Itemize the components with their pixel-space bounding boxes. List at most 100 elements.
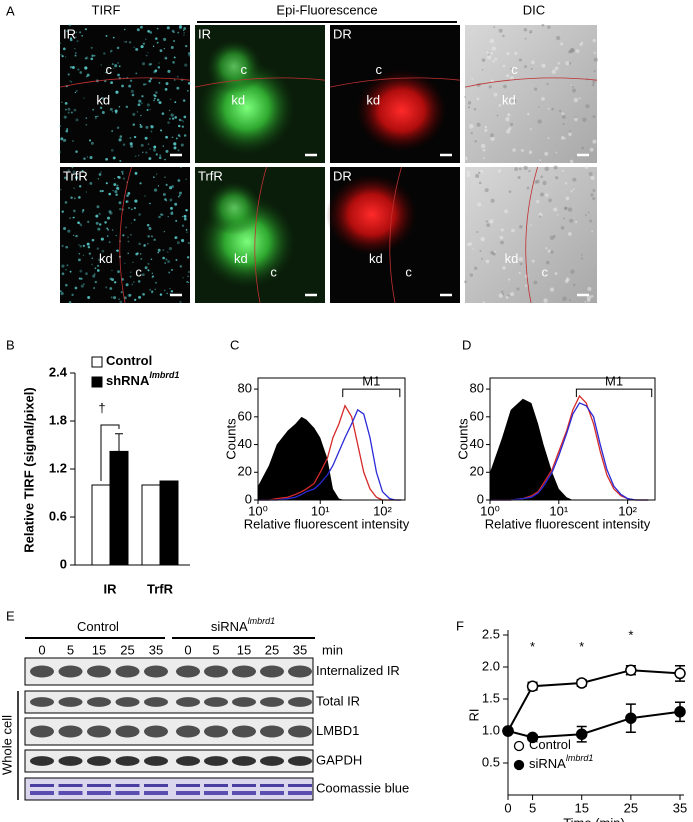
bar — [141, 484, 161, 566]
x-axis-label: Relative fluorescent intensity — [485, 516, 651, 531]
label-main: siRNA — [529, 756, 566, 771]
speckle — [117, 62, 119, 64]
speckle — [63, 176, 67, 180]
speckle — [128, 207, 130, 209]
lane-label: 5 — [212, 642, 219, 657]
speckle — [85, 123, 88, 126]
speckle — [88, 252, 92, 255]
speckle — [138, 295, 142, 299]
speckle — [186, 89, 189, 92]
speckle — [90, 57, 94, 61]
speckle — [112, 229, 114, 231]
cell-label: c — [405, 265, 412, 280]
label-sup: lmbrd1 — [149, 370, 179, 380]
speckle — [177, 134, 181, 137]
speckle — [151, 290, 154, 293]
texture — [554, 271, 558, 275]
x-tick-label: 10¹ — [311, 503, 330, 518]
speckle — [165, 57, 168, 60]
speckle — [95, 214, 99, 218]
legend-swatch — [91, 356, 103, 368]
blot-label: Total IR — [316, 693, 360, 708]
speckle — [75, 150, 78, 153]
speckle — [89, 139, 92, 142]
speckle — [118, 138, 122, 142]
blot-label: GAPDH — [316, 752, 362, 767]
panel-label: A — [6, 3, 15, 18]
annotation: * — [530, 639, 535, 654]
speckle — [102, 97, 105, 100]
texture — [524, 65, 528, 69]
texture — [510, 67, 512, 70]
speckle — [182, 120, 184, 123]
speckle — [159, 154, 162, 157]
speckle — [187, 270, 191, 274]
y-tick-label: 1.5 — [482, 690, 500, 705]
speckle — [163, 37, 167, 41]
speckle — [185, 208, 188, 212]
speckle — [167, 69, 171, 74]
speckle — [112, 189, 114, 192]
speckle — [95, 221, 99, 225]
speckle — [175, 137, 178, 140]
speckle — [115, 193, 118, 196]
texture — [474, 266, 478, 270]
cell-outline — [119, 166, 132, 304]
texture — [511, 228, 515, 233]
speckle — [68, 24, 72, 27]
speckle — [114, 109, 118, 113]
cell-outline — [464, 77, 598, 88]
speckle — [174, 101, 176, 103]
texture — [478, 181, 482, 185]
texture — [561, 169, 564, 172]
texture — [574, 220, 578, 224]
speckle — [179, 25, 183, 29]
speckle — [116, 249, 119, 252]
speckle — [145, 54, 148, 57]
speckle — [165, 149, 169, 153]
micrograph — [463, 23, 598, 164]
speckle — [152, 275, 154, 278]
speckle — [109, 287, 113, 290]
speckle — [124, 262, 126, 264]
speckle — [170, 211, 174, 215]
speckle — [130, 89, 134, 93]
speckle — [178, 194, 181, 197]
speckle — [144, 266, 148, 270]
texture — [505, 74, 510, 78]
speckle — [69, 80, 71, 82]
texture — [588, 172, 593, 176]
texture — [518, 58, 522, 62]
cell-label: kd — [99, 251, 113, 266]
texture — [591, 230, 594, 233]
cell-outline — [389, 166, 402, 304]
speckle — [181, 125, 184, 128]
speckle — [105, 71, 107, 74]
speckle — [158, 156, 162, 160]
texture — [529, 224, 532, 227]
speckle — [113, 67, 115, 69]
texture — [575, 49, 580, 54]
marker — [575, 677, 588, 689]
cell-label: c — [241, 62, 248, 77]
speckle — [87, 220, 90, 223]
cell-label: c — [270, 265, 277, 280]
legend-label: siRNAlmbrd1 — [529, 753, 593, 771]
texture — [554, 66, 559, 71]
texture — [547, 249, 551, 253]
speckle — [105, 157, 108, 161]
texture — [514, 167, 519, 172]
speckle — [74, 51, 77, 55]
bar — [159, 480, 179, 566]
speckle — [179, 300, 182, 304]
lane-label: 35 — [149, 642, 163, 657]
texture — [507, 113, 511, 117]
texture — [539, 159, 542, 162]
speckle — [187, 241, 190, 245]
texture — [466, 170, 470, 174]
blot — [24, 657, 314, 686]
texture — [510, 292, 515, 297]
speckle — [121, 173, 124, 175]
speckle — [101, 249, 105, 253]
speckle — [133, 206, 137, 210]
